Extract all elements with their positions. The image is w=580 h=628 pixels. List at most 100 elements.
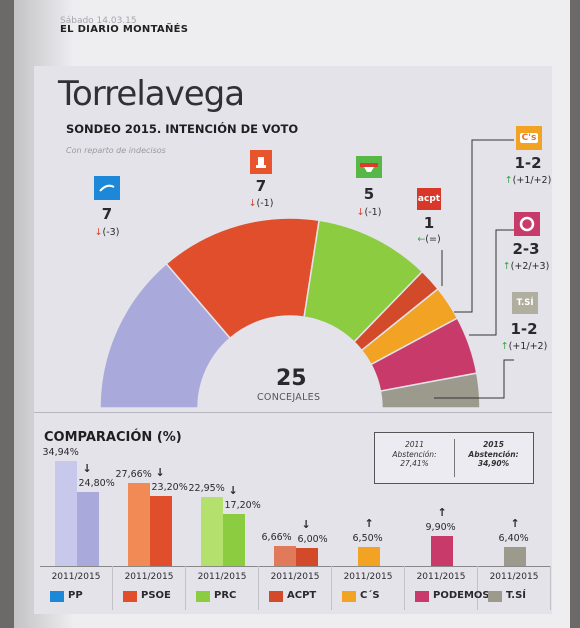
cs-logo-text: C's bbox=[519, 133, 539, 143]
tsi-seats: 1-2 bbox=[510, 320, 538, 338]
cs-bar-2015 bbox=[357, 546, 380, 566]
up-arrow-icon: ↑ bbox=[364, 516, 374, 530]
cs-change: ↑(+1/+2) bbox=[504, 175, 552, 186]
seats-semicircle-chart bbox=[99, 139, 514, 409]
podemos-seats: 2-3 bbox=[512, 240, 540, 258]
pp-logo-icon bbox=[94, 176, 120, 200]
party-label-cell bbox=[40, 566, 113, 610]
left-arrow-icon: ← bbox=[417, 234, 426, 245]
up-arrow-icon: ↑ bbox=[437, 506, 447, 520]
cs-leader-line bbox=[454, 139, 514, 313]
bar-baseline bbox=[40, 566, 550, 567]
party-label-cell bbox=[405, 566, 478, 610]
down-arrow-icon: ↓ bbox=[94, 227, 103, 238]
acpt-bar-2011 bbox=[273, 546, 296, 566]
down-arrow-icon: ↓ bbox=[248, 198, 257, 209]
cs-seats: 1-2 bbox=[514, 154, 542, 172]
podemos-change: ↑(+2/+3) bbox=[502, 261, 550, 272]
comparison-title: COMPARACIÓN (%) bbox=[44, 430, 182, 445]
tsi-leader-line bbox=[434, 359, 514, 399]
down-arrow-icon: ↓ bbox=[155, 466, 165, 480]
cs-logo-icon: C's bbox=[516, 126, 542, 150]
pp-mini-logo-icon bbox=[50, 591, 64, 602]
psoe-change: ↓(-1) bbox=[248, 198, 274, 209]
podemos-logo-icon bbox=[514, 212, 540, 236]
tsi-value-2015: 6,40% bbox=[498, 532, 529, 544]
acpt-value-2011: 6,66% bbox=[261, 532, 292, 544]
year-range-label: 2011/2015 bbox=[343, 572, 393, 582]
pp-bar-2015 bbox=[76, 491, 99, 566]
pp-party-label: PP bbox=[68, 590, 83, 601]
newspaper-name: EL DIARIO MONTAÑÉS bbox=[60, 24, 189, 35]
prc-logo-icon bbox=[356, 156, 382, 178]
down-arrow-icon: ↓ bbox=[228, 484, 238, 498]
up-arrow-icon: ↑ bbox=[510, 516, 520, 530]
psoe-value-2015: 23,20% bbox=[151, 482, 188, 494]
tsi-party-label: T.SÍ bbox=[506, 590, 527, 601]
podemos-mini-logo-icon bbox=[415, 591, 429, 602]
abstention-box: 2011 Abstención: 27,41% 2015 Abstención:… bbox=[374, 432, 534, 484]
tsi-change: ↑(+1/+2) bbox=[500, 341, 548, 352]
psoe-seats: 7 bbox=[255, 177, 267, 195]
up-arrow-icon: ↑ bbox=[502, 261, 511, 272]
up-arrow-icon: ↑ bbox=[504, 175, 513, 186]
podemos-value-2015: 9,90% bbox=[425, 522, 456, 534]
tsi-bar-2015 bbox=[503, 546, 526, 566]
year-range-label: 2011/2015 bbox=[51, 572, 101, 582]
acpt-seats: 1 bbox=[423, 214, 435, 232]
prc-party-label: PRC bbox=[214, 590, 237, 601]
party-label-cell bbox=[259, 566, 332, 610]
party-label-cell bbox=[113, 566, 186, 610]
psoe-logo-icon bbox=[250, 150, 272, 174]
year-range-label: 2011/2015 bbox=[270, 572, 320, 582]
tsi-mini-logo-icon bbox=[488, 591, 502, 602]
party-label-cell bbox=[186, 566, 259, 610]
newspaper-page: Sábado 14.03.15 EL DIARIO MONTAÑÉS Torre… bbox=[14, 0, 570, 628]
acpt-bar-2015 bbox=[295, 548, 318, 566]
down-arrow-icon: ↓ bbox=[82, 461, 92, 475]
pp-value-2011: 34,94% bbox=[42, 447, 79, 459]
acpt-logo-icon: acpt bbox=[417, 188, 441, 210]
abstention-2015: 2015 Abstención: 34,90% bbox=[468, 440, 519, 468]
up-arrow-icon: ↑ bbox=[500, 341, 509, 352]
issue-date: Sábado 14.03.15 bbox=[60, 16, 137, 26]
acpt-mini-logo-icon bbox=[269, 591, 283, 602]
psoe-party-label: PSOE bbox=[141, 590, 171, 601]
pp-seat-segment bbox=[99, 262, 232, 409]
acpt-value-2015: 6,00% bbox=[297, 534, 328, 545]
pp-value-2015: 24,80% bbox=[78, 477, 115, 489]
year-range-label: 2011/2015 bbox=[489, 572, 539, 582]
down-arrow-icon: ↓ bbox=[301, 518, 311, 531]
pp-seats: 7 bbox=[101, 205, 113, 223]
prc-bar-2015 bbox=[222, 514, 245, 566]
section-divider bbox=[34, 412, 552, 413]
psoe-seat-segment bbox=[165, 217, 321, 340]
prc-bar-2011 bbox=[200, 497, 223, 566]
tsi-logo-icon: T.SÍ bbox=[512, 292, 538, 314]
podemos-leader-line bbox=[469, 229, 514, 336]
pp-change: ↓(-3) bbox=[94, 227, 120, 238]
down-arrow-icon: ↓ bbox=[356, 207, 365, 218]
poll-note: Con reparto de indecisos bbox=[66, 146, 166, 155]
podemos-bar-2015 bbox=[430, 536, 453, 566]
total-seats: 25 bbox=[276, 366, 307, 391]
year-range-label: 2011/2015 bbox=[416, 572, 466, 582]
city-title: Torrelavega bbox=[58, 74, 245, 114]
prc-change: ↓(-1) bbox=[356, 207, 382, 218]
podemos-party-label: PODEMOS bbox=[433, 590, 490, 601]
psoe-value-2011: 27,66% bbox=[115, 469, 152, 481]
year-range-label: 2011/2015 bbox=[124, 572, 174, 582]
psoe-bar-2015 bbox=[149, 496, 172, 566]
poll-subtitle: SONDEO 2015. INTENCIÓN DE VOTO bbox=[66, 122, 299, 136]
year-range-label: 2011/2015 bbox=[197, 572, 247, 582]
party-label-cell bbox=[332, 566, 405, 610]
total-seats-label: CONCEJALES bbox=[257, 392, 321, 403]
abstention-2011: 2011 Abstención: 27,41% bbox=[392, 440, 437, 468]
abstention-divider bbox=[454, 439, 455, 477]
party-label-cell bbox=[478, 566, 551, 610]
acpt-party-label: ACPT bbox=[287, 590, 317, 601]
pp-bar-2011 bbox=[54, 461, 77, 566]
tsi-seat-segment bbox=[379, 372, 481, 409]
acpt-change: ←(=) bbox=[417, 234, 441, 245]
prc-value-2011: 22,95% bbox=[188, 483, 225, 495]
